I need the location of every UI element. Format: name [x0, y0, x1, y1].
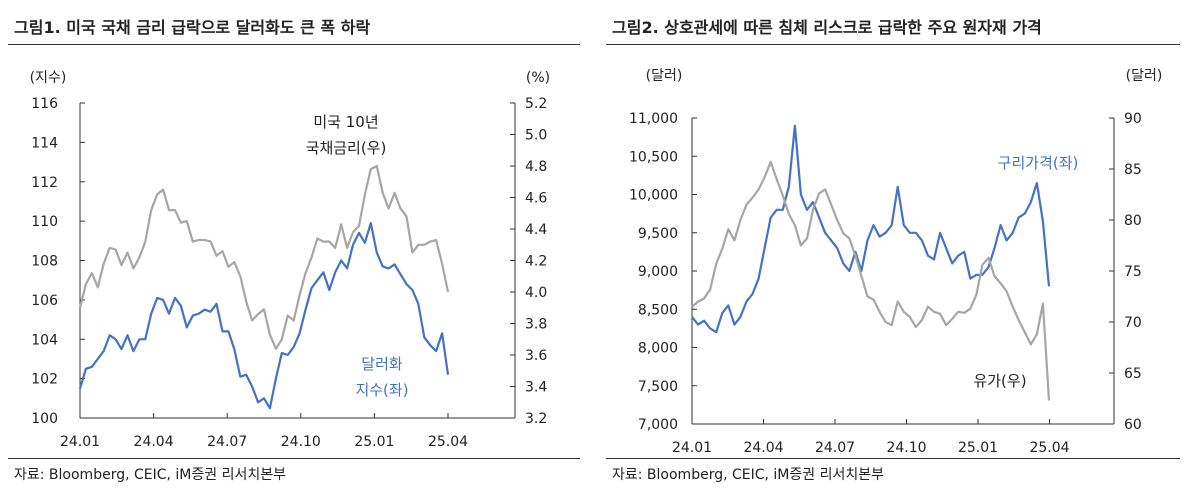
x-tick-label: 24.01: [60, 434, 100, 450]
series-annotation-label: 미국 10년: [313, 113, 378, 131]
source-note: 자료: Bloomberg, CEIC, iM증권 리서치본부: [612, 467, 884, 483]
left-tick-label: 108: [31, 254, 58, 270]
right-tick-label: 3.4: [525, 380, 547, 396]
left-tick-label: 106: [31, 293, 58, 309]
x-tick-label: 25.01: [958, 440, 998, 456]
right-tick-label: 4.4: [525, 222, 547, 238]
title-divider: [8, 44, 580, 45]
x-tick-label: 25.04: [1029, 440, 1069, 456]
left-tick-label: 9,000: [638, 264, 678, 280]
x-tick-label: 25.04: [428, 434, 468, 450]
right-tick-label: 60: [1124, 417, 1142, 433]
left-tick-label: 100: [31, 411, 58, 427]
chart-title: 그림1. 미국 국채 금리 급락으로 달러화도 큰 폭 하락: [14, 18, 371, 37]
left-series-line: [691, 124, 1051, 334]
left-tick-label: 7,500: [638, 379, 678, 395]
left-series-line: [78, 222, 450, 410]
right-tick-label: 65: [1124, 366, 1142, 382]
left-tick-label: 8,000: [638, 341, 678, 357]
x-tick-label: 24.07: [207, 434, 247, 450]
right-tick-label: 5.2: [525, 96, 547, 112]
left-axis-unit: (달러): [646, 68, 683, 84]
left-tick-label: 11,000: [629, 111, 678, 127]
right-tick-label: 70: [1124, 315, 1142, 331]
x-tick-label: 25.01: [354, 434, 394, 450]
series-annotation-label: 구리가격(좌): [998, 154, 1079, 172]
left-tick-label: 9,500: [638, 226, 678, 242]
right-tick-label: 3.2: [525, 411, 547, 427]
right-axis-unit: (%): [526, 70, 550, 86]
series-annotation-label: 국채금리(우): [306, 139, 387, 157]
right-tick-label: 3.8: [525, 317, 547, 333]
left-tick-label: 102: [31, 372, 58, 388]
right-tick-label: 80: [1124, 213, 1142, 229]
title-divider: [606, 44, 1180, 45]
source-note: 자료: Bloomberg, CEIC, iM증권 리서치본부: [14, 467, 286, 483]
right-tick-label: 75: [1124, 264, 1142, 280]
chart-panel-1: 그림1. 미국 국채 금리 급락으로 달러화도 큰 폭 하락 116 114 112…: [0, 0, 590, 500]
left-tick-label: 112: [31, 175, 58, 191]
chart-1-plot: 116 114 112 110 108 106 104 102 100 5.2 5.0 4.8 4.6 4…: [30, 70, 550, 450]
right-tick-label: 4.6: [525, 191, 547, 207]
right-series-line: [78, 164, 450, 350]
right-tick-label: 4.0: [525, 285, 547, 301]
chart-title: 그림2. 상호관세에 따른 침체 리스크로 급락한 주요 원자재 가격: [612, 18, 1042, 37]
left-tick-label: 116: [31, 96, 58, 112]
right-tick-label: 4.2: [525, 254, 547, 270]
x-tick-label: 24.01: [672, 440, 712, 456]
left-tick-label: 10,500: [629, 149, 678, 165]
right-axis-unit: (달러): [1126, 68, 1163, 84]
source-divider: [606, 458, 1180, 459]
right-tick-label: 3.6: [525, 348, 547, 364]
source-divider: [8, 458, 580, 459]
chart-panel-2: 그림2. 상호관세에 따른 침체 리스크로 급락한 주요 원자재 가격 11,0…: [598, 0, 1190, 500]
left-tick-label: 8,500: [638, 302, 678, 318]
x-tick-label: 24.04: [134, 434, 174, 450]
x-tick-label: 24.10: [281, 434, 321, 450]
chart-2-plot: 11,000 10,500 10,000 9,500 9,000 8,500 8,000 7,…: [629, 68, 1163, 456]
series-annotation-label: 유가(우): [973, 372, 1026, 390]
series-annotation-label: 지수(좌): [355, 381, 408, 399]
x-tick-label: 24.07: [815, 440, 855, 456]
right-series-line: [691, 160, 1051, 401]
x-tick-label: 24.04: [743, 440, 783, 456]
left-tick-label: 114: [31, 135, 58, 151]
right-tick-label: 4.8: [525, 159, 547, 175]
left-axis-unit: (지수): [30, 70, 67, 86]
left-tick-label: 104: [31, 332, 58, 348]
left-tick-label: 10,000: [629, 188, 678, 204]
series-annotation-label: 달러화: [361, 355, 403, 373]
right-tick-label: 5.0: [525, 128, 547, 144]
left-tick-label: 7,000: [638, 417, 678, 433]
x-tick-label: 24.10: [886, 440, 926, 456]
right-tick-label: 90: [1124, 111, 1142, 127]
right-tick-label: 85: [1124, 162, 1142, 178]
left-tick-label: 110: [31, 214, 58, 230]
